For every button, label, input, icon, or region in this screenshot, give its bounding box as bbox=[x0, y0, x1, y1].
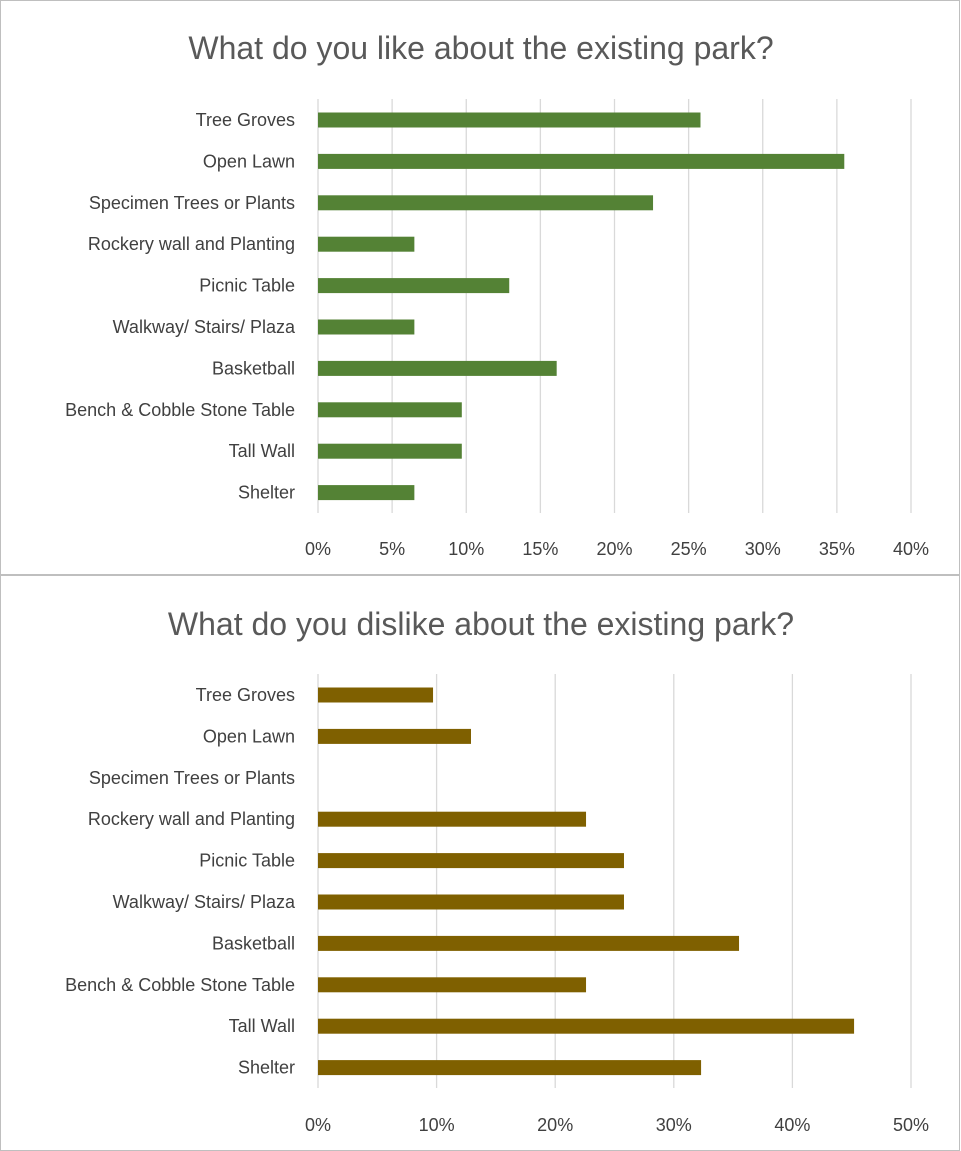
like-category-label: Walkway/ Stairs/ Plaza bbox=[113, 317, 296, 337]
dislike-x-tick-label: 20% bbox=[537, 1115, 573, 1135]
like-category-label: Tree Groves bbox=[196, 110, 295, 130]
like-bar bbox=[318, 361, 557, 376]
dislike-bar bbox=[318, 977, 586, 992]
like-chart-title: What do you like about the existing park… bbox=[188, 30, 773, 66]
dislike-x-tick-label: 40% bbox=[774, 1115, 810, 1135]
like-x-tick-label: 40% bbox=[893, 539, 929, 559]
like-bar bbox=[318, 444, 462, 459]
dislike-category-label: Tree Groves bbox=[196, 685, 295, 705]
dislike-chart-title: What do you dislike about the existing p… bbox=[168, 606, 794, 642]
like-bar-chart: What do you like about the existing park… bbox=[1, 1, 961, 574]
like-x-tick-label: 25% bbox=[671, 539, 707, 559]
like-category-label: Bench & Cobble Stone Table bbox=[65, 400, 295, 420]
like-category-label: Shelter bbox=[238, 483, 295, 503]
dislike-x-tick-label: 30% bbox=[656, 1115, 692, 1135]
like-x-tick-label: 0% bbox=[305, 539, 331, 559]
like-category-label: Picnic Table bbox=[199, 276, 295, 296]
dislike-x-tick-label: 0% bbox=[305, 1115, 331, 1135]
dislike-category-label: Walkway/ Stairs/ Plaza bbox=[113, 892, 296, 912]
dislike-category-label: Picnic Table bbox=[199, 851, 295, 871]
dislike-bar bbox=[318, 853, 624, 868]
dislike-x-tick-label: 50% bbox=[893, 1115, 929, 1135]
like-category-label: Rockery wall and Planting bbox=[88, 234, 295, 254]
like-bar bbox=[318, 278, 509, 293]
like-bar bbox=[318, 320, 414, 335]
dislike-bar bbox=[318, 895, 624, 910]
like-category-label: Specimen Trees or Plants bbox=[89, 193, 295, 213]
like-x-tick-label: 5% bbox=[379, 539, 405, 559]
like-bar bbox=[318, 195, 653, 210]
dislike-bar bbox=[318, 812, 586, 827]
dislike-category-label: Tall Wall bbox=[229, 1016, 295, 1036]
dislike-chart-panel: What do you dislike about the existing p… bbox=[0, 575, 960, 1151]
like-x-tick-label: 35% bbox=[819, 539, 855, 559]
like-x-tick-label: 20% bbox=[596, 539, 632, 559]
like-x-tick-label: 30% bbox=[745, 539, 781, 559]
dislike-category-label: Open Lawn bbox=[203, 726, 295, 746]
like-bar bbox=[318, 237, 414, 252]
dislike-bar bbox=[318, 1019, 854, 1034]
like-chart-panel: What do you like about the existing park… bbox=[0, 0, 960, 575]
dislike-category-label: Rockery wall and Planting bbox=[88, 809, 295, 829]
dislike-bar bbox=[318, 729, 471, 744]
dislike-category-label: Specimen Trees or Plants bbox=[89, 768, 295, 788]
dislike-x-tick-label: 10% bbox=[419, 1115, 455, 1135]
like-category-label: Open Lawn bbox=[203, 151, 295, 171]
like-category-label: Tall Wall bbox=[229, 441, 295, 461]
like-bar bbox=[318, 402, 462, 417]
dislike-bar-chart: What do you dislike about the existing p… bbox=[1, 576, 961, 1150]
dislike-bar bbox=[318, 1060, 701, 1075]
dislike-bar bbox=[318, 936, 739, 951]
like-bar bbox=[318, 485, 414, 500]
dislike-category-label: Bench & Cobble Stone Table bbox=[65, 975, 295, 995]
like-bar bbox=[318, 154, 844, 169]
dislike-category-label: Shelter bbox=[238, 1058, 295, 1078]
like-category-label: Basketball bbox=[212, 358, 295, 378]
like-x-tick-label: 15% bbox=[522, 539, 558, 559]
dislike-bar bbox=[318, 688, 433, 703]
dislike-category-label: Basketball bbox=[212, 933, 295, 953]
like-x-tick-label: 10% bbox=[448, 539, 484, 559]
like-bar bbox=[318, 113, 700, 128]
